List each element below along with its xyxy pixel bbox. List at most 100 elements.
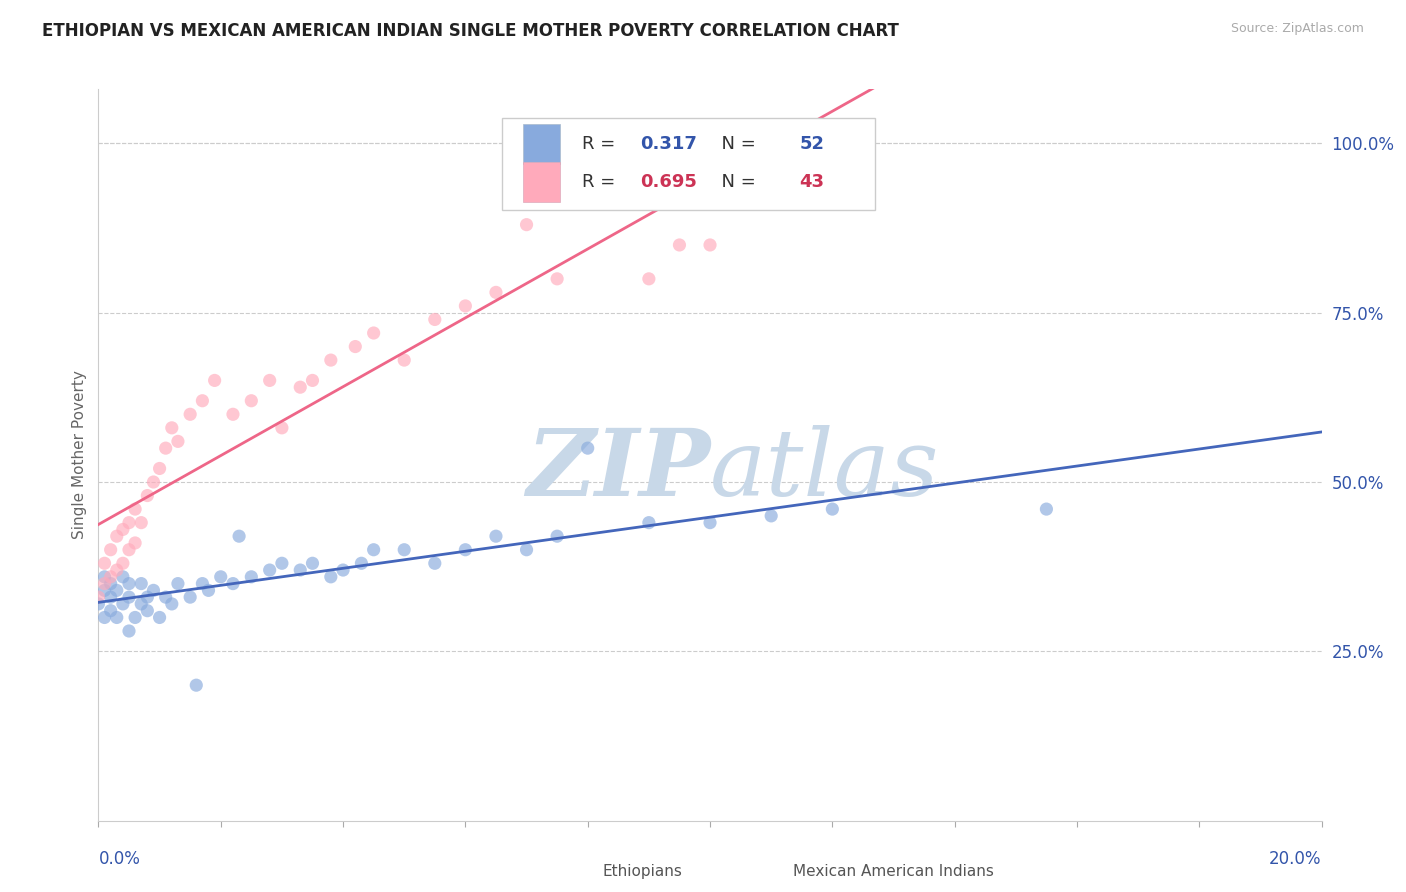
Text: ZIP: ZIP	[526, 425, 710, 515]
Text: 0.695: 0.695	[640, 173, 697, 191]
Point	[699, 516, 721, 530]
Point	[160, 597, 183, 611]
Text: ETHIOPIAN VS MEXICAN AMERICAN INDIAN SINGLE MOTHER POVERTY CORRELATION CHART: ETHIOPIAN VS MEXICAN AMERICAN INDIAN SIN…	[42, 22, 898, 40]
Point	[209, 570, 232, 584]
Point	[485, 285, 508, 300]
Text: Ethiopians: Ethiopians	[602, 864, 682, 880]
Point	[129, 576, 152, 591]
Point	[516, 218, 538, 232]
Point	[100, 576, 122, 591]
Point	[155, 590, 177, 604]
Bar	[752, 861, 783, 883]
Point	[129, 516, 152, 530]
Point	[111, 570, 134, 584]
Point	[93, 570, 115, 584]
Point	[118, 576, 141, 591]
Point	[240, 393, 263, 408]
Point	[100, 604, 122, 618]
Point	[259, 373, 281, 387]
Point	[301, 373, 323, 387]
Point	[179, 407, 201, 421]
Point	[576, 441, 599, 455]
Point	[228, 529, 250, 543]
Point	[240, 570, 263, 584]
Text: N =: N =	[710, 173, 762, 191]
Point	[149, 461, 172, 475]
Point	[546, 529, 568, 543]
Text: N =: N =	[710, 135, 762, 153]
Point	[160, 421, 183, 435]
Point	[87, 597, 110, 611]
Point	[350, 556, 373, 570]
Point	[118, 542, 141, 557]
Point	[290, 380, 312, 394]
Point	[111, 556, 134, 570]
FancyBboxPatch shape	[502, 119, 875, 210]
Point	[637, 272, 661, 286]
Bar	[564, 861, 593, 883]
Point	[576, 170, 599, 185]
Point	[222, 407, 245, 421]
Point	[142, 475, 165, 489]
Point	[191, 576, 214, 591]
Point	[105, 583, 128, 598]
Point	[637, 516, 661, 530]
Point	[319, 570, 342, 584]
Point	[1035, 502, 1057, 516]
Point	[155, 441, 177, 455]
Point	[516, 542, 538, 557]
Point	[423, 312, 446, 326]
Point	[454, 299, 477, 313]
Point	[821, 502, 844, 516]
Point	[423, 556, 446, 570]
Point	[93, 583, 115, 598]
Point	[142, 583, 165, 598]
Point	[485, 529, 508, 543]
Point	[186, 678, 208, 692]
Point	[118, 624, 141, 638]
Point	[124, 536, 146, 550]
Point	[136, 604, 159, 618]
Point	[100, 570, 122, 584]
Point	[668, 238, 690, 252]
Text: 52: 52	[800, 135, 824, 153]
Point	[332, 563, 354, 577]
Bar	[523, 162, 560, 202]
Point	[111, 523, 134, 537]
Point	[100, 542, 122, 557]
Point	[136, 489, 159, 503]
Text: Source: ZipAtlas.com: Source: ZipAtlas.com	[1230, 22, 1364, 36]
Point	[546, 272, 568, 286]
Point	[392, 542, 416, 557]
Point	[105, 610, 128, 624]
Point	[93, 576, 115, 591]
Point	[149, 610, 172, 624]
Point	[363, 326, 385, 340]
Point	[204, 373, 226, 387]
Point	[290, 563, 312, 577]
Point	[100, 590, 122, 604]
Point	[259, 563, 281, 577]
Text: R =: R =	[582, 173, 620, 191]
Point	[129, 597, 152, 611]
Bar	[523, 124, 560, 164]
Point	[111, 597, 134, 611]
Point	[270, 421, 292, 435]
Point	[93, 556, 115, 570]
Point	[136, 590, 159, 604]
Point	[167, 434, 190, 449]
Point	[699, 238, 721, 252]
Point	[392, 353, 416, 368]
Point	[93, 610, 115, 624]
Point	[344, 340, 367, 354]
Text: R =: R =	[582, 135, 620, 153]
Point	[105, 529, 128, 543]
Point	[454, 542, 477, 557]
Point	[191, 393, 214, 408]
Point	[301, 556, 323, 570]
Y-axis label: Single Mother Poverty: Single Mother Poverty	[72, 370, 87, 540]
Point	[363, 542, 385, 557]
Point	[105, 563, 128, 577]
Point	[118, 516, 141, 530]
Text: 0.0%: 0.0%	[98, 850, 141, 868]
